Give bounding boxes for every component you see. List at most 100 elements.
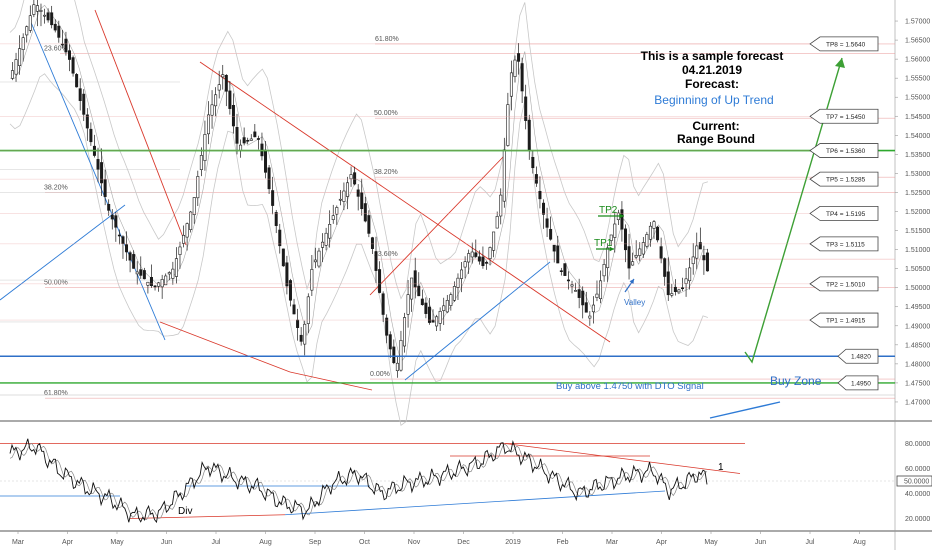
candle-body [78, 88, 82, 101]
candle-body [256, 138, 260, 140]
price-tick-label: 1.55000 [905, 95, 930, 102]
candle-body [634, 255, 638, 258]
candle-body [100, 162, 104, 184]
candle-body [39, 10, 43, 12]
candle-body [702, 255, 706, 261]
candle-body [613, 223, 617, 238]
header-current-value: Range Bound [677, 132, 755, 146]
candle-body [135, 271, 139, 275]
candle-body [299, 334, 303, 342]
target-label: TP5 = 1.5285 [826, 177, 866, 184]
fib-label: 38.20% [44, 184, 68, 191]
candle-body [210, 104, 214, 116]
candle-body [705, 252, 709, 272]
osc-tick-label: 80.0000 [905, 441, 930, 448]
candle-body [424, 302, 428, 314]
candle-body [413, 270, 417, 288]
osc-red-trend [504, 443, 741, 474]
candle-body [28, 15, 32, 31]
candle-body [60, 43, 64, 46]
candle-body [542, 202, 546, 215]
zone-label: 1.4820 [851, 354, 871, 361]
price-tick-label: 1.52500 [905, 190, 930, 197]
target-label: TP3 = 1.5115 [826, 241, 865, 248]
candle-body [75, 74, 79, 88]
candle-body [574, 290, 578, 292]
candle-body [645, 234, 649, 247]
time-tick-label: Aug [853, 539, 866, 546]
candle-body [25, 26, 29, 36]
candle-body [638, 248, 642, 256]
candle-body [602, 264, 606, 277]
time-tick-label: Jul [806, 539, 815, 546]
fibonacci-levels: 23.60% 61.80% 50.00% 38.20% 38.20% 23.60% 50.0… [0, 36, 895, 399]
candle-body [688, 267, 692, 282]
fib-label: 38.20% [374, 169, 398, 176]
candle-body [296, 319, 300, 328]
fib-label: 50.00% [374, 110, 398, 117]
fib-label: 61.80% [44, 390, 68, 397]
band-middle [10, 4, 708, 363]
candle-body [235, 127, 239, 144]
candle-body [559, 270, 563, 272]
candle-body [663, 258, 667, 277]
trend-red-4 [289, 371, 373, 391]
candle-body [463, 261, 467, 268]
candle-body [648, 225, 652, 240]
candle-body [153, 285, 157, 288]
candle-body [524, 96, 528, 121]
candle-body [513, 59, 517, 77]
candle-body [117, 234, 121, 237]
candle-body [178, 246, 182, 255]
candle-body [35, 5, 39, 12]
price-tick-label: 1.49500 [905, 304, 930, 311]
candle-body [684, 278, 688, 284]
candle-body [50, 12, 54, 26]
forecast-guide [752, 275, 800, 362]
candle-body [388, 334, 392, 350]
price-tick-label: 1.56500 [905, 38, 930, 45]
osc-blue-trend [284, 490, 666, 516]
candle-body [142, 270, 146, 280]
price-tick-label: 1.47500 [905, 380, 930, 387]
candle-body [563, 263, 567, 276]
candle-body [206, 114, 210, 135]
candle-body [85, 114, 89, 129]
osc-tick-label: 40.0000 [905, 491, 930, 498]
candle-body [385, 317, 389, 336]
candle-body [545, 218, 549, 228]
tp2-arrow-head [619, 213, 624, 219]
time-tick-label: May [110, 539, 124, 546]
candle-body [452, 286, 456, 301]
candle-body [378, 269, 382, 293]
target-labels: TP8 = 1.5640 TP7 = 1.5450 TP6 = 1.5360 TP5 … [0, 36, 879, 391]
candle-body [353, 172, 357, 185]
candle-body [420, 298, 424, 306]
header-forecast-value: Beginning of Up Trend [654, 93, 773, 107]
fib-label: 61.80% [375, 36, 399, 43]
valley-arrow-head [629, 279, 634, 284]
price-tick-label: 1.48000 [905, 361, 930, 368]
candle-body [139, 269, 143, 276]
candle-body [566, 279, 570, 282]
candle-body [492, 231, 496, 251]
time-tick-label: Aug [259, 539, 272, 546]
trend-blue-2 [0, 204, 126, 301]
candle-body [328, 224, 332, 239]
candle-body [82, 93, 86, 115]
candle-body [691, 256, 695, 265]
candle-body [292, 304, 296, 315]
candle-body [249, 138, 253, 141]
candle-body [221, 74, 225, 78]
time-tick-label: Feb [556, 539, 568, 546]
fib-label: 50.00% [44, 280, 68, 287]
osc-marker-label: 1 [718, 462, 724, 473]
candle-body [460, 269, 464, 279]
candle-body [288, 280, 292, 301]
candle-body [677, 289, 681, 293]
forecast-header: This is a sample forecast 04.21.2019 For… [641, 49, 784, 146]
price-tick-label: 1.49000 [905, 323, 930, 330]
candle-body [527, 119, 531, 151]
candle-body [477, 256, 481, 262]
candle-body [641, 242, 645, 255]
